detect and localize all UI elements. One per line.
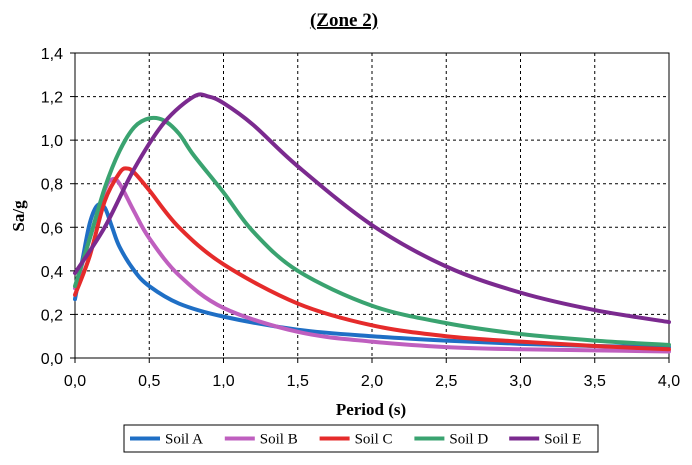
y-tick-label: 0,0 <box>41 351 63 368</box>
series-line-soil-a <box>73 202 671 350</box>
legend-label-soil-e: Soil E <box>544 432 581 448</box>
legend-label-soil-b: Soil B <box>260 432 298 448</box>
x-tick-label: 3,5 <box>584 373 606 390</box>
x-tick-label: 0,5 <box>138 373 160 390</box>
series-lines <box>73 92 671 354</box>
legend-label-soil-d: Soil D <box>449 432 488 448</box>
x-tick-label: 4,0 <box>658 373 680 390</box>
x-tick-label: 2,5 <box>435 373 457 390</box>
y-tick-label: 0,4 <box>41 264 63 281</box>
chart-title: (Zone 2) <box>310 10 378 31</box>
series-line-soil-e <box>73 92 671 325</box>
x-tick-label: 1,0 <box>212 373 234 390</box>
x-tick-label: 2,0 <box>361 373 383 390</box>
x-tick-label: 3,0 <box>509 373 531 390</box>
grid-lines <box>75 53 669 358</box>
y-tick-label: 0,2 <box>41 307 63 324</box>
y-tick-label: 1,0 <box>41 133 63 150</box>
x-tick-label: 0,0 <box>64 373 86 390</box>
y-tick-label: 1,2 <box>41 90 63 107</box>
y-tick-label: 0,6 <box>41 220 63 237</box>
x-axis-title: Period (s) <box>336 400 406 419</box>
series-line-soil-c <box>73 166 671 352</box>
y-tick-label: 1,4 <box>41 46 63 63</box>
y-tick-label: 0,8 <box>41 177 63 194</box>
legend: Soil A Soil B Soil C Soil D Soil E <box>123 424 599 453</box>
series-line-soil-d <box>73 115 671 347</box>
legend-label-soil-a: Soil A <box>165 432 203 448</box>
tick-labels: 0,0 0,5 1,0 1,5 2,0 2,5 3,0 3,5 4,0 0,0 0,2 0,4 0,6 0… <box>41 46 680 390</box>
x-tick-label: 1,5 <box>287 373 309 390</box>
legend-label-soil-c: Soil C <box>355 432 393 448</box>
y-axis-title: Sa/g <box>9 200 28 232</box>
